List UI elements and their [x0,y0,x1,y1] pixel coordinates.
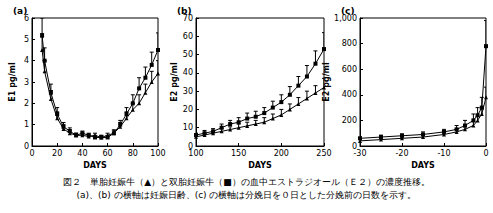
svg-text:40: 40 [77,149,87,158]
svg-text:(c): (c) [341,6,355,16]
svg-text:20: 20 [52,149,62,158]
svg-text:150: 150 [231,149,246,158]
svg-text:E2 pg/ml: E2 pg/ml [170,62,179,102]
svg-text:60: 60 [103,149,113,158]
svg-text:200: 200 [274,149,289,158]
svg-text:200: 200 [342,116,357,125]
svg-text:0: 0 [187,141,193,151]
svg-text:60: 60 [183,32,193,41]
svg-text:-20: -20 [395,149,408,158]
svg-text:-30: -30 [353,149,366,158]
svg-text:20: 20 [183,105,193,114]
svg-text:(b): (b) [177,6,192,16]
svg-text:2: 2 [24,99,29,108]
svg-text:100: 100 [150,149,165,158]
svg-text:1: 1 [24,120,29,129]
svg-text:250: 250 [316,149,331,158]
svg-text:0: 0 [483,149,488,158]
svg-text:10: 10 [183,123,193,132]
svg-text:3: 3 [24,78,29,87]
svg-text:0: 0 [29,149,34,158]
svg-text:0: 0 [351,141,357,151]
svg-text:E1 pg/ml: E1 pg/ml [8,62,17,102]
svg-text:80: 80 [128,149,138,158]
svg-text:600: 600 [342,65,357,74]
svg-text:(a): (a) [13,6,27,16]
svg-text:800: 800 [342,39,357,48]
svg-text:70: 70 [182,13,193,23]
svg-text:400: 400 [342,90,357,99]
svg-text:50: 50 [183,50,193,59]
svg-text:40: 40 [183,68,193,77]
svg-text:-10: -10 [437,149,450,158]
html-text:図２ 単胎妊娠牛（▲）と双胎妊娠牛（■）の血中エストラジオー: 図２ 単胎妊娠牛（▲）と双胎妊娠牛（■）の血中エストラジオール（Ｅ２）の濃度推移… [63,177,430,187]
svg-text:0: 0 [24,142,29,151]
svg-text:DAYS: DAYS [83,161,107,170]
svg-text:4: 4 [24,56,29,65]
svg-text:1,000: 1,000 [334,13,357,23]
svg-text:5: 5 [24,35,29,44]
svg-text:30: 30 [183,87,193,96]
svg-text:100: 100 [188,149,203,158]
html-text:(a)、(b) の横軸は妊娠日齢、(c) の横軸は分娩日を０: (a)、(b) の横軸は妊娠日齢、(c) の横軸は分娩日を０日とした分娩前の日数… [76,190,417,200]
svg-text:DAYS: DAYS [411,161,435,170]
svg-text:E2 pg/ml: E2 pg/ml [322,62,331,102]
svg-text:DAYS: DAYS [248,161,272,170]
svg-text:6: 6 [23,13,29,23]
